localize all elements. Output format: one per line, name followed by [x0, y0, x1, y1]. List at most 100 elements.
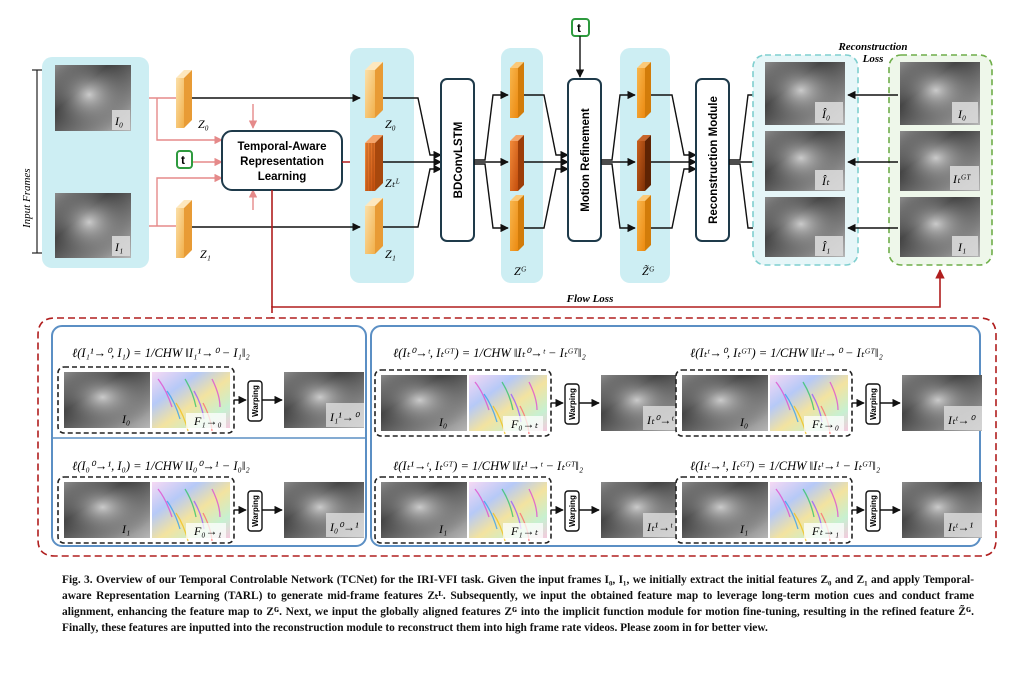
pred-i0-label: Î₀ — [821, 107, 830, 121]
flow-field-label: F₀→ₜ — [510, 417, 539, 431]
flow-img-label: I₀ — [739, 415, 748, 429]
warping-box — [564, 490, 580, 532]
gt-it-image: Iₜᴳᵀ — [900, 131, 980, 191]
flow-loss-label: Flow Loss — [566, 293, 614, 305]
motion-refinement-label: Motion Refinement — [580, 108, 592, 212]
zg-tilde-label: Z̃ᴳ — [642, 264, 655, 278]
zg-to-motion-arrows — [524, 94, 569, 229]
warped-output-label: Iₜ⁰→ᵗ — [646, 413, 674, 427]
ztl-mid-label: Zₜᴸ — [385, 176, 400, 190]
input-frames-label: Input Frames — [21, 168, 33, 229]
zg-tilde-top-cube — [637, 62, 651, 118]
flow-formula-5: ℓ(Iₜ¹→ᵗ, Iₜᴳᵀ) = 1/CHW ‖Iₜ¹→ᵗ − Iₜᴳᵀ‖₂ — [393, 459, 584, 473]
zg-tilde-mid-cube — [637, 135, 651, 191]
flow-img-label: I₁ — [438, 522, 447, 536]
bdconvlstm-label: BDConvLSTM — [453, 122, 465, 199]
tarl-module — [221, 130, 343, 191]
zg-tilde-bottom-cube — [637, 195, 651, 251]
z-to-mid-arrows — [192, 93, 361, 232]
zg-bottom-cube — [510, 195, 524, 251]
flow-row-4: ℓ(Iₜᵗ→⁰, Iₜᴳᵀ) = 1/CHW ‖Iₜᵗ→⁰ − Iₜᴳᵀ‖₂ I₀… — [675, 346, 982, 437]
input-to-tarl-arrows — [149, 97, 258, 227]
gt-i0-label: I₀ — [957, 107, 966, 121]
z0-label: Z₀ — [198, 117, 209, 131]
mid-to-bdconv-arrows — [383, 97, 442, 228]
warped-output-label: Iₜᵗ→⁰ — [947, 413, 977, 427]
warping-label: Warping — [568, 495, 577, 527]
gt-to-pred-arrows — [847, 90, 898, 233]
t-token-top-label: t — [577, 21, 581, 35]
tarl-line1: Temporal-Aware — [237, 141, 326, 153]
warped-output-label: I₀⁰→¹ — [329, 520, 359, 534]
flow-field-label: Fₜ→₀ — [811, 417, 839, 431]
flow-rows: ℓ(I₁¹→⁰, I₁) = 1/CHW ‖I₁¹→⁰ − I₁‖₂ I₀ F₁→₀… — [57, 346, 982, 544]
flow-row-6: ℓ(Iₜᵗ→¹, Iₜᴳᵀ) = 1/CHW ‖Iₜᵗ→¹ − Iₜᴳᵀ‖₂ I₁… — [675, 459, 982, 544]
tarl-line2: Representation — [240, 156, 324, 168]
reconstruction-module-label: Reconstruction Module — [708, 96, 720, 224]
flow-formula-4: ℓ(Iₜᵗ→⁰, Iₜᴳᵀ) = 1/CHW ‖Iₜᵗ→⁰ − Iₜᴳᵀ‖₂ — [690, 346, 883, 360]
flow-loss-outer-frame — [37, 306, 997, 557]
z1-mid-cube — [365, 198, 383, 254]
input-image-i0: I₀ — [55, 65, 131, 131]
gt-i0-image: I₀ — [900, 62, 980, 125]
gt-i1-label: I₁ — [957, 240, 966, 254]
warped-output-label: I₁¹→⁰ — [329, 410, 361, 424]
flow-formula-3: ℓ(Iₜ⁰→ᵗ, Iₜᴳᵀ) = 1/CHW ‖Iₜ⁰→ᵗ − Iₜᴳᵀ‖₂ — [393, 346, 586, 360]
figure-caption: Fig. 3. Overview of our Temporal Control… — [62, 574, 974, 634]
flow-img-label: I₁ — [739, 522, 748, 536]
tarl-line3: Learning — [258, 171, 307, 183]
i1-label: I₁ — [114, 240, 123, 254]
warping-box — [247, 490, 263, 532]
warping-box — [247, 380, 263, 422]
gt-i1-image: I₁ — [900, 197, 980, 257]
flow-formula-2: ℓ(I₀⁰→¹, I₀) = 1/CHW ‖I₀⁰→¹ − I₀‖₂ — [72, 459, 250, 473]
zg-mid-cube — [510, 135, 524, 191]
zg-label: Zᴳ — [514, 264, 527, 278]
flow-row-1: ℓ(I₁¹→⁰, I₁) = 1/CHW ‖I₁¹→⁰ − I₁‖₂ I₀ F₁→₀… — [57, 346, 364, 434]
warping-box — [564, 383, 580, 425]
motion-to-zg-tilde-arrows — [601, 90, 636, 233]
ztl-mid-cube — [365, 135, 383, 191]
flow-img-label: I₀ — [121, 412, 130, 426]
pred-it-label: Îₜ — [821, 174, 830, 188]
warping-label: Warping — [251, 385, 260, 417]
pred-i0-image: Î₀ — [765, 62, 845, 125]
t-token-left — [176, 150, 193, 169]
warped-output-label: Iₜᵗ→¹ — [947, 520, 974, 534]
bdconv-to-zg-arrows — [474, 90, 509, 233]
t-token-left-label: t — [181, 153, 185, 167]
flow-loss-path — [271, 190, 945, 308]
zg-tilde-to-recon-arrows — [651, 94, 697, 229]
z1-feature-cube — [176, 200, 192, 258]
flow-field-label: Fₜ→₁ — [811, 524, 839, 538]
warping-label: Warping — [869, 388, 878, 420]
flow-field-label: F₁→₀ — [193, 414, 222, 428]
warped-output-label: Iₜ¹→ᵗ — [646, 520, 673, 534]
input-image-i1: I₁ — [55, 193, 131, 258]
warping-label: Warping — [869, 495, 878, 527]
flow-img-label: I₁ — [121, 522, 130, 536]
pred-i1-label: Î₁ — [821, 240, 830, 254]
z0-feature-cube — [176, 70, 192, 128]
flow-formula-6: ℓ(Iₜᵗ→¹, Iₜᴳᵀ) = 1/CHW ‖Iₜᵗ→¹ − Iₜᴳᵀ‖₂ — [690, 459, 881, 473]
flow-img-label: I₀ — [438, 415, 447, 429]
warping-label: Warping — [568, 388, 577, 420]
warping-label: Warping — [251, 495, 260, 527]
z1-label: Z₁ — [200, 247, 211, 261]
flow-row-2: ℓ(I₀⁰→¹, I₀) = 1/CHW ‖I₀⁰→¹ − I₀‖₂ I₁ F₀→₁… — [57, 459, 364, 544]
input-frames-bracket — [32, 69, 42, 254]
z0-mid-label: Z₀ — [385, 117, 396, 131]
warping-box — [865, 383, 881, 425]
tcnet-diagram: Input Frames I₀ I₁ Z₀ Z₁ t T — [21, 18, 997, 557]
flow-field-label: F₁→ₜ — [510, 524, 539, 538]
pred-it-image: Îₜ — [765, 131, 845, 191]
warping-box — [865, 490, 881, 532]
zg-top-cube — [510, 62, 524, 118]
pred-i1-image: Î₁ — [765, 197, 845, 257]
z0-mid-cube — [365, 62, 383, 118]
z1-mid-label: Z₁ — [385, 247, 396, 261]
recon-loss-line2: Loss — [862, 53, 884, 65]
gt-it-label: Iₜᴳᵀ — [952, 172, 971, 186]
recon-loss-line1: Reconstruction — [837, 41, 907, 53]
flow-formula-1: ℓ(I₁¹→⁰, I₁) = 1/CHW ‖I₁¹→⁰ − I₁‖₂ — [72, 346, 250, 360]
